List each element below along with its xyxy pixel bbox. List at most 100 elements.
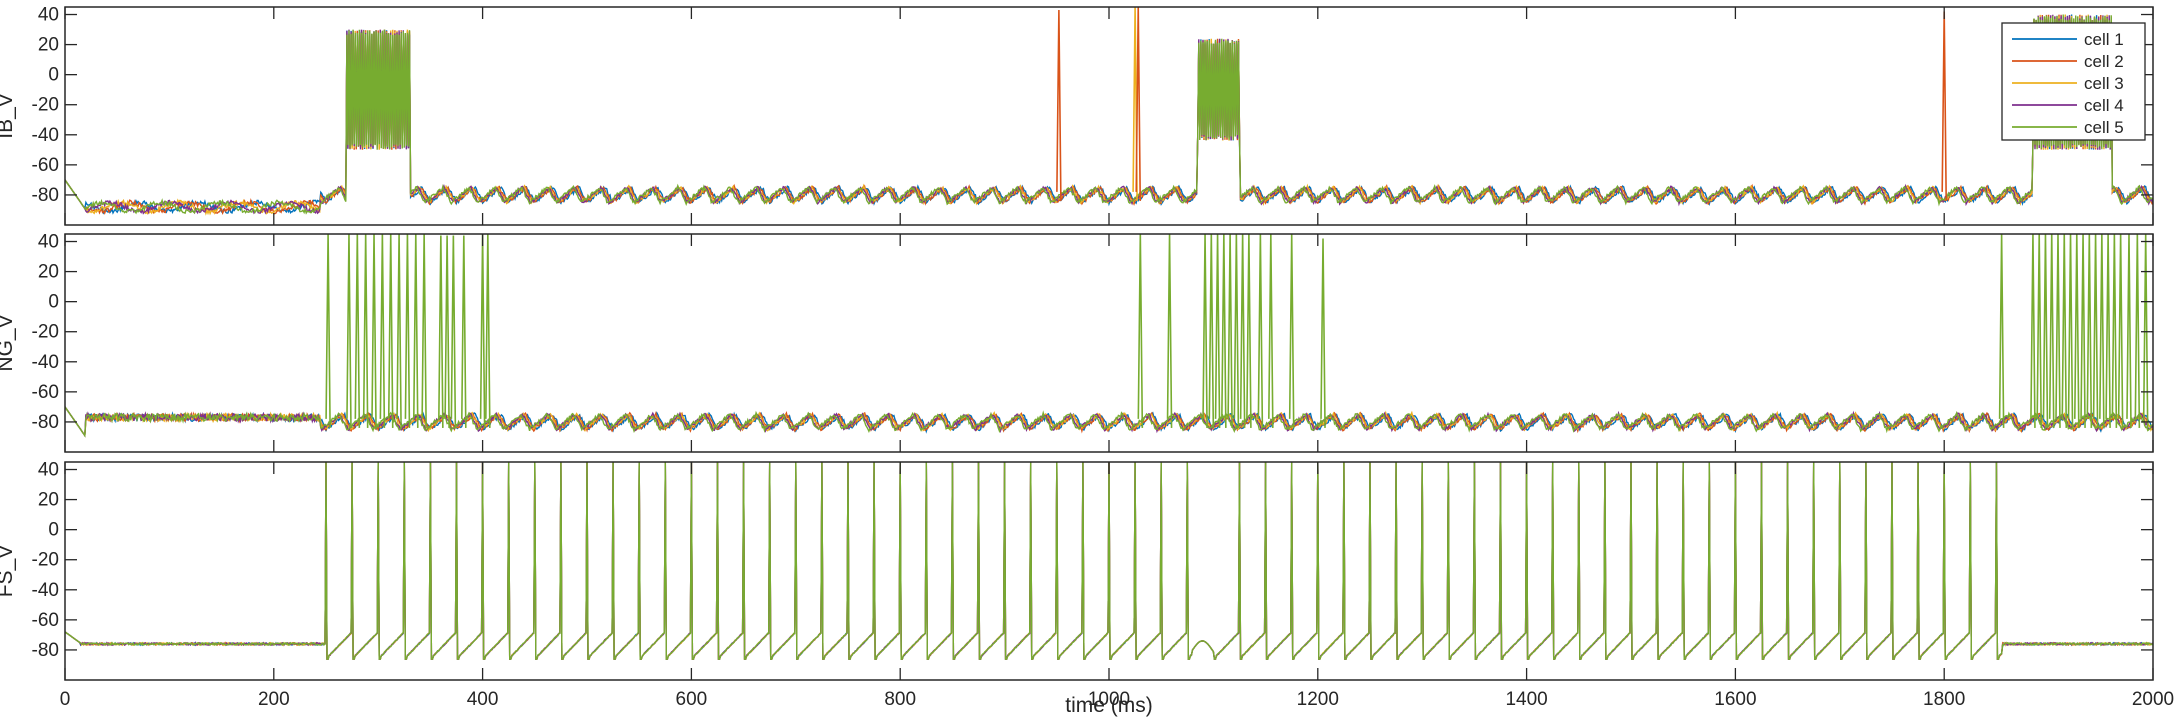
x-tick-label: 600 (676, 689, 708, 710)
spike-mark (421, 234, 427, 428)
spike-mark (379, 234, 386, 428)
x-tick-label: 200 (258, 689, 290, 710)
y-tick-label: -40 (32, 580, 59, 601)
spike-mark (1257, 234, 1264, 428)
legend: cell 1 cell 2 cell 3 cell 4 cell 5 (2001, 22, 2146, 141)
x-tick-label: 800 (884, 689, 916, 710)
spike-mark (1221, 234, 1227, 428)
spike-mark (485, 234, 491, 428)
traces-1 (65, 7, 2153, 216)
panel-3: -80 -60 -40 -20 0 20 40 FS_V 0 200 400 600 800 1000 12… (0, 460, 2174, 710)
spike-mark (1239, 234, 1246, 428)
spike-mark (1214, 234, 1221, 428)
x-tick-label: 0 (60, 689, 71, 710)
spike-mark (354, 234, 361, 428)
spike-mark (2142, 234, 2149, 428)
spike-mark (479, 234, 486, 428)
spike-mark (1320, 238, 1326, 428)
spike-mark (2042, 234, 2049, 428)
y-tick-label: 40 (38, 5, 59, 26)
y-tick-label: -80 (32, 185, 59, 206)
y-axis-label-2: NG_V (0, 314, 17, 371)
traces-3 (65, 462, 2153, 660)
spike-mark (2117, 234, 2124, 428)
spike-mark (450, 235, 457, 428)
legend-box (2001, 22, 2146, 141)
x-tick-label: 2000 (2132, 689, 2174, 710)
spike-mark (1941, 11, 1947, 201)
y-tick-label: 20 (38, 262, 59, 283)
spike-mark (325, 234, 331, 428)
legend-entry: cell 5 (2084, 118, 2124, 137)
y-tick-label: -80 (32, 640, 59, 661)
y-tick-label: 20 (38, 490, 59, 511)
legend-entry: cell 2 (2084, 52, 2124, 71)
x-tick-label: 400 (467, 689, 499, 710)
trace-series-5 (65, 462, 2153, 660)
y-axis-label-3: FS_V (0, 545, 17, 598)
spike-mark (2126, 234, 2132, 428)
spike-mark (371, 234, 377, 428)
panel-2: -80 -60 -40 -20 0 20 40 NG_V (0, 232, 2154, 453)
spike-mark (1246, 234, 1252, 428)
x-tick-label: 1200 (1297, 689, 1339, 710)
spike-mark (2099, 234, 2105, 428)
spike-mark (404, 234, 411, 428)
x-axis-label: time (ms) (1065, 694, 1153, 717)
y-tick-label: -60 (32, 155, 59, 176)
x-tick-label: 1800 (1923, 689, 1965, 710)
spike-mark (444, 235, 450, 428)
spike-mark (461, 235, 467, 428)
spike-mark (1268, 234, 1274, 428)
y-tick-label: -40 (32, 352, 59, 373)
y-axis-label-1: IB_V (0, 93, 17, 139)
spike-mark (2073, 234, 2080, 428)
y-tick-label: 40 (38, 460, 59, 481)
spike-mark (1202, 234, 1208, 428)
spike-mark (1208, 234, 1215, 428)
y-tick-label: -20 (32, 95, 59, 116)
x-tick-label: 1600 (1714, 689, 1756, 710)
y-tick-label: 0 (48, 520, 59, 541)
legend-entry: cell 4 (2084, 96, 2124, 115)
spike-mark (2080, 234, 2086, 428)
spike-mark (1166, 234, 1173, 428)
trace-cell-5 (65, 14, 2153, 215)
axes-box-2 (64, 233, 2154, 453)
spike-mark (1137, 234, 1144, 428)
y-tick-label: 0 (48, 65, 59, 86)
y-tick-label: -60 (32, 610, 59, 631)
y-tick-label: 0 (48, 292, 59, 313)
y-tick-label: 40 (38, 232, 59, 253)
y-tick-label: -40 (32, 125, 59, 146)
y-tick-label: -80 (32, 412, 59, 433)
spike-mark (1288, 234, 1295, 428)
spike-mark (387, 234, 394, 428)
spike-mark (346, 234, 352, 428)
trace-series-3 (65, 406, 2153, 438)
spike-mark (2092, 234, 2099, 428)
spike-mark (2134, 234, 2141, 428)
spike-mark (2055, 234, 2061, 428)
spike-mark (362, 234, 369, 428)
spike-mark (438, 235, 444, 428)
spike-mark (2111, 234, 2118, 428)
x-tick-label: 1400 (1505, 689, 1547, 710)
spike-mark (2030, 234, 2036, 428)
spike-mark (2067, 234, 2074, 428)
spike-mark (1056, 9, 1062, 201)
spike-mark (2061, 234, 2068, 428)
legend-entry: cell 1 (2084, 30, 2124, 49)
spike-mark (1227, 234, 1233, 428)
spike-mark (2105, 234, 2111, 428)
spike-mark (412, 234, 419, 428)
spike-mark (2086, 234, 2093, 428)
legend-entry: cell 3 (2084, 74, 2124, 93)
spike-mark (1998, 234, 2005, 428)
y-tick-label: -60 (32, 382, 59, 403)
spike-mark (2036, 234, 2042, 428)
spike-mark (1135, 7, 1142, 201)
